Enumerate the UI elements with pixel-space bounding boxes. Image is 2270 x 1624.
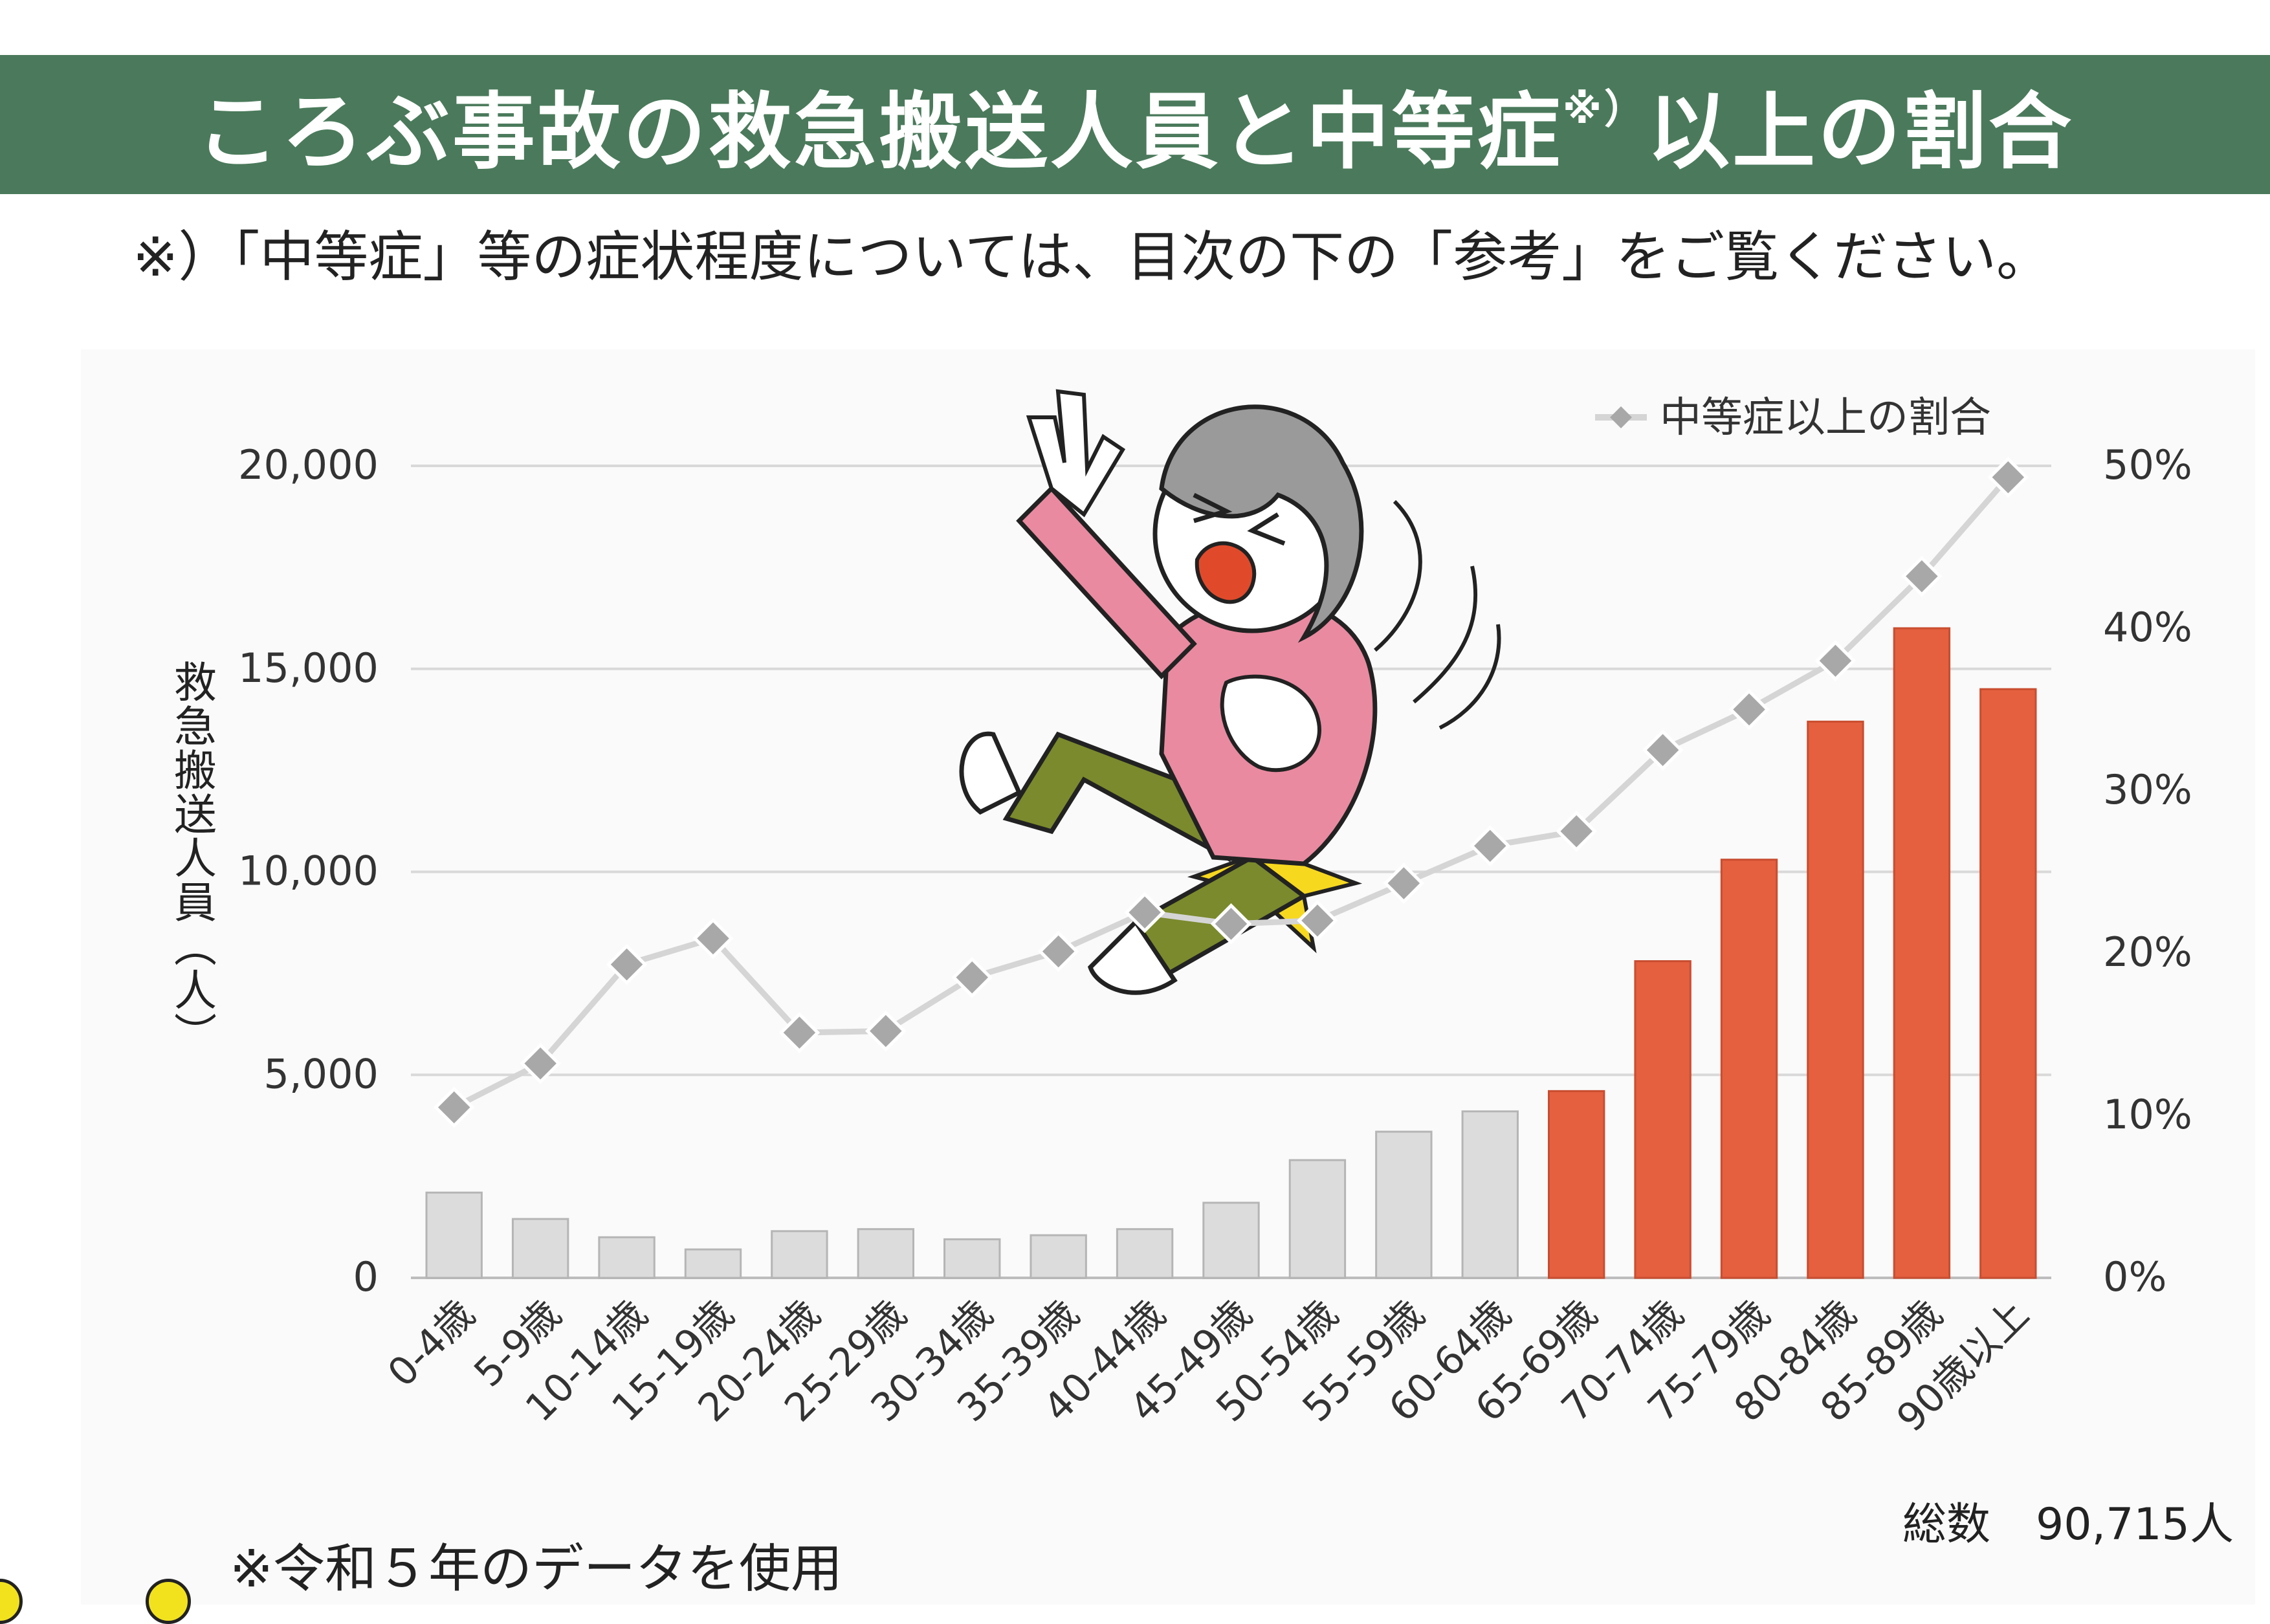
shoe-icon xyxy=(959,731,1022,815)
bar xyxy=(1634,960,1691,1279)
y-tick-label: 0 xyxy=(353,1253,379,1300)
title-tail: 以上の割合 xyxy=(1647,84,2075,181)
ratio-point xyxy=(865,1010,907,1052)
ratio-point xyxy=(433,1086,475,1128)
y2-tick-label: 20% xyxy=(2103,928,2192,976)
ratio-point xyxy=(606,943,648,985)
ratio-point xyxy=(1469,825,1511,867)
bar xyxy=(598,1236,656,1279)
arm-raised xyxy=(1016,485,1197,680)
y-tick-label: 10,000 xyxy=(238,848,379,895)
ratio-point xyxy=(1210,903,1252,945)
total-label: 総数 xyxy=(1902,1499,1991,1550)
bar xyxy=(771,1230,828,1279)
eye-icon xyxy=(1247,512,1286,546)
chart-panel: 0 5,000 10,000 15,000 20,000 0% 10% 20% 30% 40% 50… xyxy=(81,349,2255,1605)
bar-layer xyxy=(425,627,2037,1279)
ratio-point xyxy=(1728,688,1770,730)
title-main: ころぶ事故の救急搬送人員と中等症 xyxy=(195,84,1563,181)
y2-tick-label: 30% xyxy=(2103,766,2192,813)
y-tick-label: 20,000 xyxy=(238,441,379,488)
y-tick-label: 15,000 xyxy=(238,644,379,692)
ratio-point xyxy=(1037,930,1079,972)
ratio-point xyxy=(1642,729,1684,771)
bar xyxy=(1547,1090,1605,1279)
bar xyxy=(511,1218,569,1279)
ratio-point xyxy=(1901,555,1943,597)
hand-icon xyxy=(1026,389,1126,518)
ratio-point xyxy=(951,956,993,998)
bar xyxy=(425,1191,483,1279)
motion-line-icon xyxy=(1374,499,1422,652)
bar xyxy=(1979,688,2037,1279)
ratio-point xyxy=(520,1042,561,1084)
ratio-point xyxy=(1383,862,1425,904)
legend-label: 中等症以上の割合 xyxy=(1660,394,1991,442)
chart-svg: 0 5,000 10,000 15,000 20,000 0% 10% 20% 30% 40% 50… xyxy=(238,389,2192,1441)
bar xyxy=(1030,1234,1087,1279)
total-value: 90,715人 xyxy=(2036,1499,2234,1550)
ratio-point xyxy=(1556,810,1598,852)
chart-legend: 中等症以上の割合 xyxy=(1595,394,1991,442)
y2-tick-label: 10% xyxy=(2103,1091,2192,1138)
bar xyxy=(1807,720,1864,1279)
y2-tick-label: 50% xyxy=(2103,441,2192,488)
bar xyxy=(1116,1228,1174,1279)
total-count: 総数 90,715人 xyxy=(1902,1488,2234,1552)
decorative-dot-icon xyxy=(0,1579,23,1624)
title-note-mark: ※） xyxy=(1562,85,1647,133)
bar xyxy=(1893,627,1951,1279)
bar xyxy=(684,1248,742,1279)
bar xyxy=(1202,1202,1260,1279)
shoe-icon xyxy=(1087,918,1178,995)
page-title: ころぶ事故の救急搬送人員と中等症※）以上の割合 xyxy=(196,65,2074,184)
ratio-point xyxy=(1124,892,1165,934)
legend-marker-icon xyxy=(1610,406,1632,428)
bar xyxy=(857,1228,915,1279)
eye-icon xyxy=(1193,492,1233,523)
bar xyxy=(943,1238,1001,1279)
decorative-dot-icon xyxy=(146,1579,191,1624)
hand-icon xyxy=(1220,674,1321,773)
ratio-point xyxy=(1297,899,1338,941)
falling-elderly-woman-illustration xyxy=(959,389,1501,995)
mouth-icon xyxy=(1195,541,1257,604)
ratio-point xyxy=(692,917,734,960)
x-tick-label: 0-4歳 xyxy=(379,1291,483,1396)
y-axis-title: 救急搬送人員（人） xyxy=(167,660,217,1056)
top-note: ※）「中等症」等の症状程度については、目次の下の「参考」をご覧ください。 xyxy=(133,225,2051,289)
ratio-point xyxy=(778,1012,821,1053)
bar xyxy=(1288,1159,1347,1279)
motion-line-icon xyxy=(1413,565,1478,704)
y-tick-label: 5,000 xyxy=(264,1050,379,1097)
y2-tick-label: 40% xyxy=(2103,604,2192,651)
bar xyxy=(1720,859,1778,1279)
ratio-point xyxy=(1814,640,1857,682)
title-bar: ころぶ事故の救急搬送人員と中等症※）以上の割合 xyxy=(0,55,2270,194)
bar xyxy=(1375,1130,1433,1279)
hair-icon xyxy=(1159,404,1364,643)
ratio-point xyxy=(1987,456,2029,498)
motion-line-icon xyxy=(1438,624,1501,730)
line-layer xyxy=(433,456,2029,1128)
bar xyxy=(1461,1110,1519,1279)
bottom-note: ※令和５年のデータを使用 xyxy=(230,1539,843,1599)
y2-tick-label: 0% xyxy=(2103,1253,2166,1300)
